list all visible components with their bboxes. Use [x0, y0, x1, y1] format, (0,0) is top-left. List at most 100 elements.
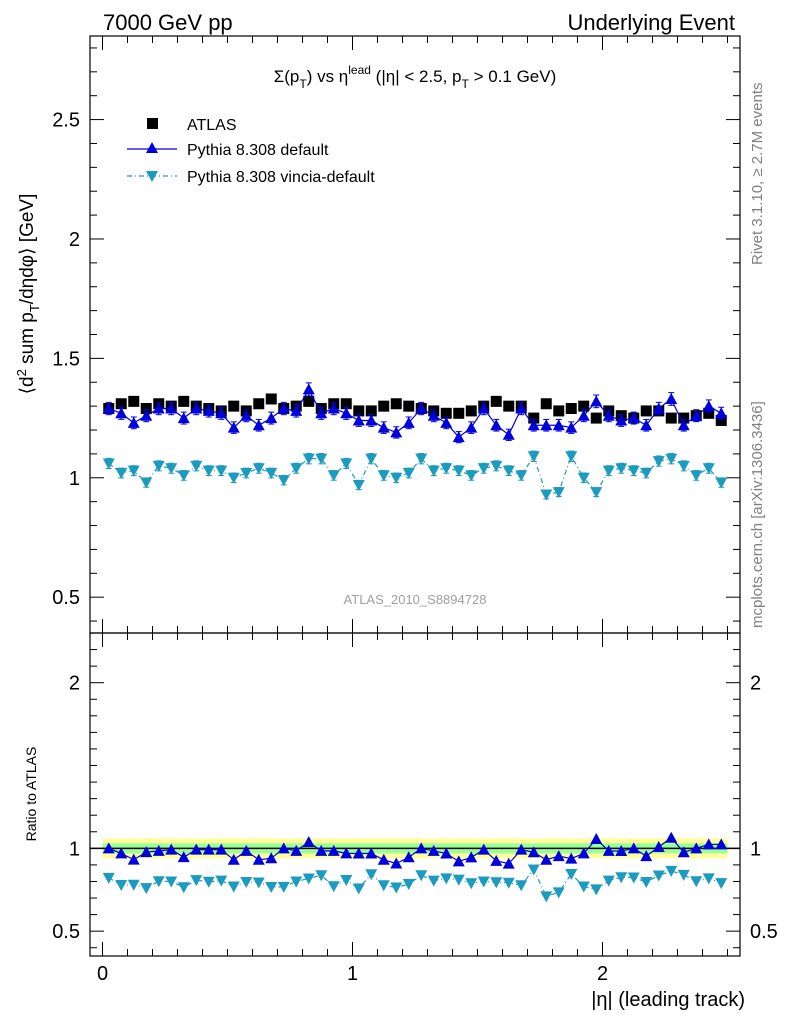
- ratio-point: [665, 865, 678, 877]
- ratio-point: [152, 876, 165, 888]
- data-point: [440, 407, 452, 419]
- ratio-point: [377, 853, 390, 865]
- main-y-tick-label: 2.5: [52, 110, 80, 132]
- data-point: [265, 393, 277, 405]
- ratio-point: [215, 875, 228, 887]
- mc-point: [502, 428, 515, 440]
- ratio-point: [465, 851, 478, 863]
- plot-title-sup: lead: [348, 63, 371, 77]
- mc-point: [402, 468, 415, 480]
- ratio-point: [227, 853, 240, 865]
- ratio-y-tick-label-right: 2: [750, 673, 761, 695]
- mc-point: [440, 416, 453, 428]
- ratio-point: [127, 853, 140, 865]
- ratio-point: [502, 857, 515, 869]
- main-y-tick-label: 0.5: [52, 587, 80, 609]
- ratio-point: [627, 872, 640, 884]
- ratio-point: [140, 846, 153, 858]
- mc-point: [215, 465, 228, 477]
- mc-point: [677, 419, 690, 431]
- mc-point: [115, 407, 128, 419]
- plot-title-end: > 0.1 GeV): [469, 67, 556, 86]
- ratio-point: [290, 876, 303, 888]
- ratio-point: [177, 851, 190, 863]
- data-point: [365, 405, 377, 417]
- mc-point: [165, 402, 178, 414]
- ratio-point: [477, 876, 490, 888]
- main-data: [102, 382, 728, 501]
- data-point: [390, 398, 402, 410]
- mc-point: [390, 472, 403, 484]
- mc-point: [415, 402, 428, 414]
- mc-point: [265, 412, 278, 424]
- mc-point: [690, 470, 703, 482]
- ratio-point: [252, 853, 265, 865]
- rivet-label: Rivet 3.1.10, ≥ 2.7M events: [749, 83, 766, 266]
- mc-point: [715, 477, 728, 489]
- ratio-point: [415, 842, 428, 854]
- mc-point: [102, 402, 115, 414]
- ratio-point: [452, 874, 465, 886]
- ratio-point: [190, 875, 203, 887]
- ratio-point: [352, 847, 365, 859]
- data-point: [453, 407, 465, 419]
- ratio-point: [115, 880, 128, 892]
- ratio-point: [602, 844, 615, 856]
- mc-point: [227, 421, 240, 433]
- ratio-point: [540, 891, 553, 903]
- ratio-point: [490, 877, 503, 889]
- mc-point: [502, 465, 515, 477]
- mc-point: [302, 383, 315, 395]
- mc-point: [540, 419, 553, 431]
- ratio-point: [277, 842, 290, 854]
- mc-point: [665, 392, 678, 404]
- x-tick-label: 1: [347, 963, 358, 985]
- ratio-point: [715, 838, 728, 850]
- plot-title-main: Σ(p: [274, 67, 300, 86]
- data-point: [578, 400, 590, 412]
- ratio-point: [265, 881, 278, 893]
- plot-title: Σ(pT) vs ηlead (|η| < 2.5, pT > 0.1 GeV): [274, 63, 557, 91]
- ratio-point: [402, 851, 415, 863]
- mc-point: [265, 468, 278, 480]
- mc-point: [602, 465, 615, 477]
- ratio-point: [490, 854, 503, 866]
- mc-point: [565, 451, 578, 463]
- ratio-y-tick-label-left: 1: [69, 838, 80, 860]
- mc-point: [627, 465, 640, 477]
- ratio-point: [552, 887, 565, 899]
- mc-point: [365, 414, 378, 426]
- ratio-point: [527, 864, 540, 876]
- plot-title-rest: (|η| < 2.5, p: [371, 67, 462, 86]
- ratio-point: [265, 852, 278, 864]
- mc-point: [227, 472, 240, 484]
- plot-title-sub2: T: [462, 77, 470, 91]
- data-point: [665, 412, 677, 424]
- mc-point: [427, 409, 440, 421]
- ratio-point: [590, 884, 603, 896]
- mc-point: [315, 407, 328, 419]
- ratio-point: [402, 879, 415, 891]
- ratio-point: [165, 843, 178, 855]
- ratio-point: [165, 876, 178, 888]
- legend-label-default: Pythia 8.308 default: [187, 142, 329, 159]
- ratio-point: [390, 882, 403, 894]
- header-left: 7000 GeV pp: [103, 10, 233, 35]
- legend-label-atlas: ATLAS: [187, 117, 237, 134]
- mc-point: [615, 414, 628, 426]
- mc-point: [202, 404, 215, 416]
- data-point: [140, 403, 152, 415]
- ratio-y-axis-label: Ratio to ATLAS: [23, 747, 39, 842]
- mc-point: [190, 460, 203, 472]
- ratio-point: [390, 857, 403, 869]
- x-tick-label: 2: [597, 963, 608, 985]
- mc-point: [377, 470, 390, 482]
- mc-point: [465, 470, 478, 482]
- main-y-tick-label: 1.5: [52, 348, 80, 370]
- mc-point: [640, 419, 653, 431]
- mc-point: [702, 463, 715, 475]
- mc-point: [515, 402, 528, 414]
- ratio-point: [440, 847, 453, 859]
- data-point: [540, 398, 552, 410]
- mc-point: [152, 460, 165, 472]
